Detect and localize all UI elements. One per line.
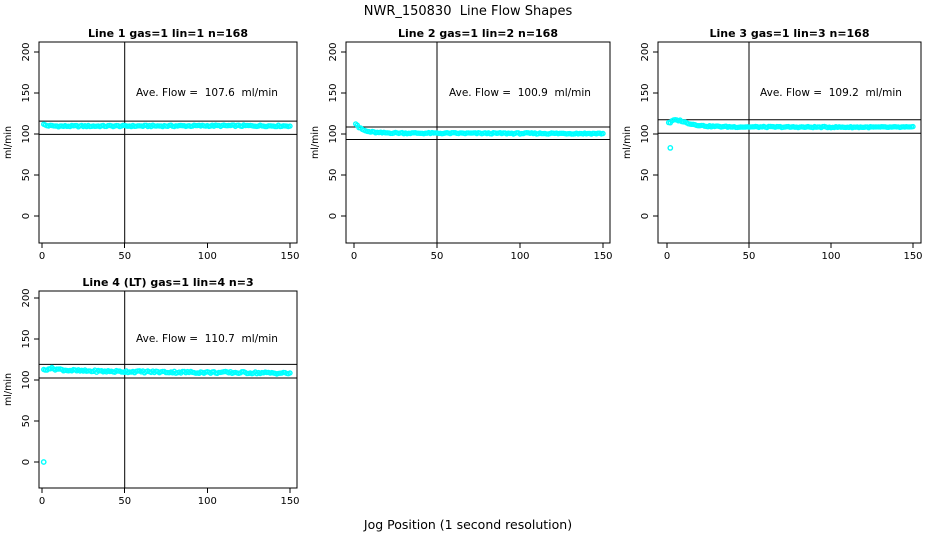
y-axis-label: ml/min (3, 126, 14, 159)
panel-1-title: Line 1 gas=1 lin=1 n=168 (87, 27, 248, 40)
y-tick-label: 150 (328, 83, 339, 102)
y-tick-label: 200 (21, 42, 32, 61)
y-tick-label: 200 (21, 288, 32, 307)
panel-4-ave-flow-annotation: Ave. Flow = 110.7 ml/min (136, 333, 278, 345)
x-axis-label: Jog Position (1 second resolution) (363, 517, 573, 532)
y-tick-label: 50 (21, 169, 32, 182)
panel-4-title: Line 4 (LT) gas=1 lin=4 n=3 (82, 276, 254, 289)
y-tick-label: 100 (21, 370, 32, 389)
x-tick-label: 100 (198, 251, 217, 262)
x-tick-label: 150 (903, 251, 922, 262)
panel-2-ave-flow-annotation: Ave. Flow = 100.9 ml/min (449, 87, 591, 99)
y-tick-label: 0 (21, 213, 32, 219)
x-tick-label: 50 (118, 496, 131, 507)
y-axis-label: ml/min (3, 373, 14, 406)
y-tick-label: 0 (21, 459, 32, 465)
x-tick-label: 150 (593, 251, 612, 262)
panel-1-ave-flow-annotation: Ave. Flow = 107.6 ml/min (136, 87, 278, 99)
x-tick-label: 50 (743, 251, 756, 262)
x-tick-label: 50 (431, 251, 444, 262)
panel-3-ave-flow-annotation: Ave. Flow = 109.2 ml/min (760, 87, 902, 99)
main-title: NWR_150830 Line Flow Shapes (363, 4, 573, 19)
y-tick-label: 50 (328, 169, 339, 182)
y-tick-label: 150 (640, 83, 651, 102)
y-tick-label: 0 (328, 213, 339, 219)
y-tick-label: 0 (640, 213, 651, 219)
x-tick-label: 100 (198, 496, 217, 507)
data-point (910, 123, 916, 130)
scatter-points (41, 121, 293, 130)
y-tick-label: 150 (21, 83, 32, 102)
y-axis-label: ml/min (310, 126, 321, 159)
x-tick-label: 0 (664, 251, 670, 262)
x-tick-label: 50 (118, 251, 131, 262)
panel-3-title: Line 3 gas=1 lin=3 n=168 (709, 27, 870, 40)
scatter-points (40, 364, 293, 465)
outlier-point (667, 144, 674, 151)
x-tick-label: 0 (39, 496, 45, 507)
plot-box (345, 41, 611, 244)
y-tick-label: 50 (640, 169, 651, 182)
data-point (287, 123, 293, 129)
scatter-points (665, 116, 916, 151)
y-tick-label: 200 (640, 42, 651, 61)
x-tick-label: 0 (39, 251, 45, 262)
x-tick-label: 0 (351, 251, 357, 262)
y-axis-label: ml/min (622, 126, 633, 159)
plot-box (38, 41, 298, 244)
x-tick-label: 100 (510, 251, 529, 262)
outlier-point (40, 459, 47, 465)
y-tick-label: 150 (21, 329, 32, 348)
plot-box (38, 290, 298, 489)
y-tick-label: 200 (328, 42, 339, 61)
x-tick-label: 150 (280, 251, 299, 262)
y-tick-label: 100 (640, 124, 651, 143)
plot-box (657, 41, 922, 244)
scatter-points (353, 121, 606, 137)
x-tick-label: 100 (821, 251, 840, 262)
data-point (287, 370, 293, 376)
data-point (600, 130, 606, 137)
y-tick-label: 100 (21, 124, 32, 143)
panel-2-title: Line 2 gas=1 lin=2 n=168 (397, 27, 558, 40)
y-tick-label: 50 (21, 415, 32, 428)
y-tick-label: 100 (328, 124, 339, 143)
x-tick-label: 150 (280, 496, 299, 507)
